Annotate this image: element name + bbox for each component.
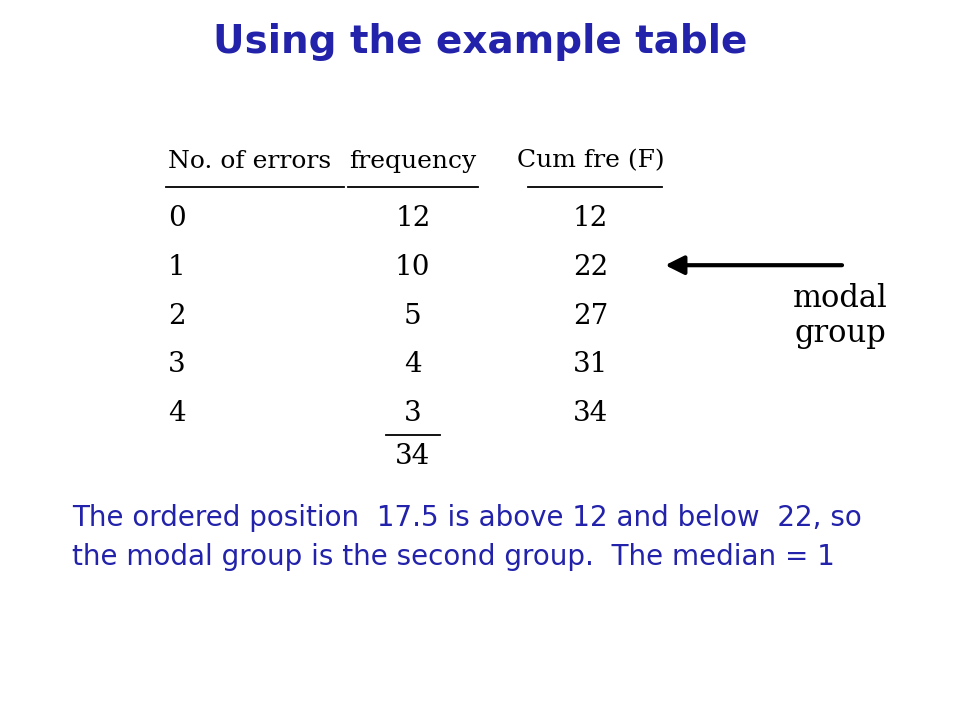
Text: 5: 5 [404,302,421,330]
Text: 3: 3 [404,400,421,427]
Text: 12: 12 [573,204,608,232]
Text: Using the example table: Using the example table [213,23,747,61]
Text: modal
group: modal group [793,283,887,349]
Text: 3: 3 [168,351,185,379]
Text: the modal group is the second group.  The median = 1: the modal group is the second group. The… [72,543,835,571]
Text: ISBN 1-86152-991-0    © Cengage: ISBN 1-86152-991-0 © Cengage [361,694,599,708]
Text: 22: 22 [573,253,608,281]
Bar [10,665,23,682]
Bar [10,691,23,708]
Text: 34: 34 [573,400,608,427]
Text: The ordered position  17.5 is above 12 and below  22, so: The ordered position 17.5 is above 12 an… [72,504,862,532]
Text: 4: 4 [404,351,421,379]
Text: 27: 27 [573,302,608,330]
Text: 0: 0 [168,204,185,232]
Text: 2: 2 [168,302,185,330]
Text: frequency: frequency [349,150,476,173]
Bar [26,691,40,708]
Text: QUANTITATIVE METHODS: A SHORT COURSE: QUANTITATIVE METHODS: A SHORT COURSE [480,669,824,683]
Text: Cum fre (F): Cum fre (F) [516,150,664,173]
Text: SOUTH-WESTERN: SOUTH-WESTERN [10,669,132,682]
Text: 4: 4 [168,400,185,427]
Text: No. of errors: No. of errors [168,150,331,173]
Text: 34: 34 [396,443,430,469]
Text: 1: 1 [168,253,185,281]
Text: 31: 31 [573,351,608,379]
Text: Jon Curwin and Roger Slater,: Jon Curwin and Roger Slater, [276,669,480,683]
Text: CENGAGE Learning™: CENGAGE Learning™ [10,696,128,706]
Text: 12: 12 [396,204,430,232]
Bar [26,665,40,682]
Text: 10: 10 [396,253,430,281]
